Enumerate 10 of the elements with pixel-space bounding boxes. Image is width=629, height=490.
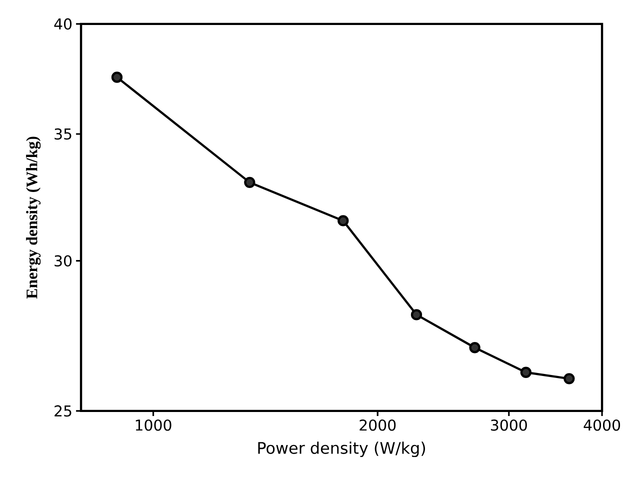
x-tick-label: 2000 [360,419,396,431]
y-tick-label: 30 [54,255,72,267]
y-tick-label: 40 [54,18,72,30]
y-tick-label: 25 [54,405,72,417]
x-tick-label: 1000 [136,419,172,431]
y-tick-label: 35 [54,128,72,140]
y-axis-title: Energy density (Wh/kg) [26,136,41,299]
x-axis-title: Power density (W/kg) [258,442,426,458]
x-tick-label: 3000 [491,419,527,431]
x-tick-label: 4000 [584,419,620,431]
